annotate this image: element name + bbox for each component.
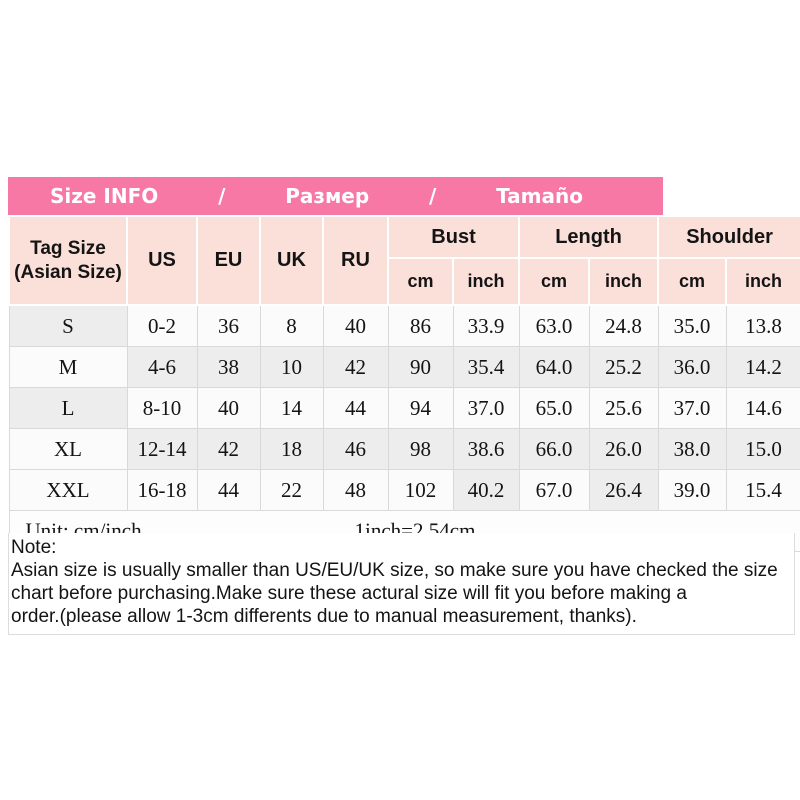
value-cell: 36.0 bbox=[657, 346, 727, 388]
value-cell: 36 bbox=[196, 304, 261, 347]
banner-title-ru: Размер bbox=[285, 184, 370, 208]
value-cell: 63.0 bbox=[518, 304, 590, 347]
value-cell: 13.8 bbox=[725, 304, 800, 347]
tag-size-line1: Tag Size bbox=[30, 237, 106, 259]
size-label-cell: M bbox=[8, 346, 128, 388]
group-header-shoulder: Shoulder bbox=[657, 215, 800, 259]
banner-separator: / bbox=[218, 184, 226, 208]
subheader-length-cm: cm bbox=[518, 257, 591, 306]
note-title: Note: bbox=[11, 537, 57, 558]
value-cell: 86 bbox=[387, 304, 454, 347]
table-row-m: M 4-6 38 10 42 90 35.4 64.0 25.2 36.0 14… bbox=[8, 346, 800, 388]
value-cell: 44 bbox=[196, 469, 261, 511]
value-cell: 0-2 bbox=[126, 304, 198, 347]
value-cell: 40 bbox=[322, 304, 389, 347]
size-label-cell: L bbox=[8, 387, 128, 429]
subheader-shoulder-cm: cm bbox=[657, 257, 728, 306]
note-line: Asian size is usually smaller than US/EU… bbox=[11, 560, 778, 581]
column-header-uk: UK bbox=[259, 215, 324, 306]
group-header-bust: Bust bbox=[386, 215, 521, 259]
note-line: order.(please allow 1-3cm differents due… bbox=[11, 606, 637, 627]
column-header-ru: RU bbox=[322, 215, 389, 306]
value-cell: 64.0 bbox=[518, 346, 590, 388]
banner-title-en: Size INFO bbox=[50, 184, 159, 208]
value-cell: 42 bbox=[196, 428, 261, 470]
value-cell: 37.0 bbox=[452, 387, 520, 429]
size-chart-table: Tag Size (Asian Size) US EU UK RU Bust L… bbox=[8, 215, 800, 552]
table-row-s: S 0-2 36 8 40 86 33.9 63.0 24.8 35.0 13.… bbox=[8, 304, 800, 347]
value-cell: 37.0 bbox=[657, 387, 727, 429]
value-cell: 40 bbox=[196, 387, 261, 429]
banner-title-es: Tamaño bbox=[496, 184, 583, 208]
tag-size-line2: (Asian Size) bbox=[14, 261, 122, 283]
column-header-tag-size: Tag Size (Asian Size) bbox=[8, 215, 128, 306]
column-header-eu: EU bbox=[196, 215, 261, 306]
value-cell: 66.0 bbox=[518, 428, 590, 470]
table-row-xxl: XXL 16-18 44 22 48 102 40.2 67.0 26.4 39… bbox=[8, 469, 800, 511]
value-cell: 25.2 bbox=[588, 346, 659, 388]
value-cell: 4-6 bbox=[126, 346, 198, 388]
value-cell: 35.0 bbox=[657, 304, 727, 347]
note-box: Note: Asian size is usually smaller than… bbox=[8, 533, 795, 635]
note-line: chart before purchasing.Make sure these … bbox=[11, 583, 687, 604]
value-cell: 14.2 bbox=[725, 346, 800, 388]
value-cell: 102 bbox=[387, 469, 454, 511]
size-label-cell: XL bbox=[8, 428, 128, 470]
unit-cell: Unit: cm/inch 1inch=2.54cm bbox=[8, 510, 800, 552]
value-cell: 40.2 bbox=[452, 469, 520, 511]
value-cell: 42 bbox=[322, 346, 389, 388]
value-cell: 12-14 bbox=[126, 428, 198, 470]
value-cell: 14 bbox=[259, 387, 324, 429]
subheader-bust-cm: cm bbox=[387, 257, 454, 306]
value-cell: 38.0 bbox=[657, 428, 727, 470]
value-cell: 8 bbox=[259, 304, 324, 347]
value-cell: 48 bbox=[322, 469, 389, 511]
column-header-us: US bbox=[126, 215, 198, 306]
value-cell: 22 bbox=[259, 469, 324, 511]
group-header-length: Length bbox=[518, 215, 660, 259]
subheader-bust-inch: inch bbox=[451, 257, 521, 306]
subheader-shoulder-inch: inch bbox=[725, 257, 800, 306]
value-cell: 90 bbox=[387, 346, 454, 388]
value-cell: 15.4 bbox=[725, 469, 800, 511]
value-cell: 15.0 bbox=[725, 428, 800, 470]
banner-separator: / bbox=[429, 184, 437, 208]
value-cell: 16-18 bbox=[126, 469, 198, 511]
value-cell: 10 bbox=[259, 346, 324, 388]
value-cell: 65.0 bbox=[518, 387, 590, 429]
value-cell: 24.8 bbox=[588, 304, 659, 347]
value-cell: 26.0 bbox=[588, 428, 659, 470]
value-cell: 14.6 bbox=[725, 387, 800, 429]
value-cell: 38 bbox=[196, 346, 261, 388]
value-cell: 26.4 bbox=[588, 469, 659, 511]
size-label-cell: XXL bbox=[8, 469, 128, 511]
size-info-banner: Size INFO / Размер / Tamaño bbox=[8, 177, 663, 215]
unit-row: Unit: cm/inch 1inch=2.54cm bbox=[8, 510, 800, 552]
table-row-xl: XL 12-14 42 18 46 98 38.6 66.0 26.0 38.0… bbox=[8, 428, 800, 470]
value-cell: 44 bbox=[322, 387, 389, 429]
value-cell: 46 bbox=[322, 428, 389, 470]
value-cell: 25.6 bbox=[588, 387, 659, 429]
value-cell: 35.4 bbox=[452, 346, 520, 388]
value-cell: 8-10 bbox=[126, 387, 198, 429]
size-label-cell: S bbox=[8, 304, 128, 347]
value-cell: 33.9 bbox=[452, 304, 520, 347]
value-cell: 98 bbox=[387, 428, 454, 470]
value-cell: 39.0 bbox=[657, 469, 727, 511]
value-cell: 94 bbox=[387, 387, 454, 429]
value-cell: 18 bbox=[259, 428, 324, 470]
subheader-length-inch: inch bbox=[588, 257, 660, 306]
table-row-l: L 8-10 40 14 44 94 37.0 65.0 25.6 37.0 1… bbox=[8, 387, 800, 429]
value-cell: 67.0 bbox=[518, 469, 590, 511]
value-cell: 38.6 bbox=[452, 428, 520, 470]
